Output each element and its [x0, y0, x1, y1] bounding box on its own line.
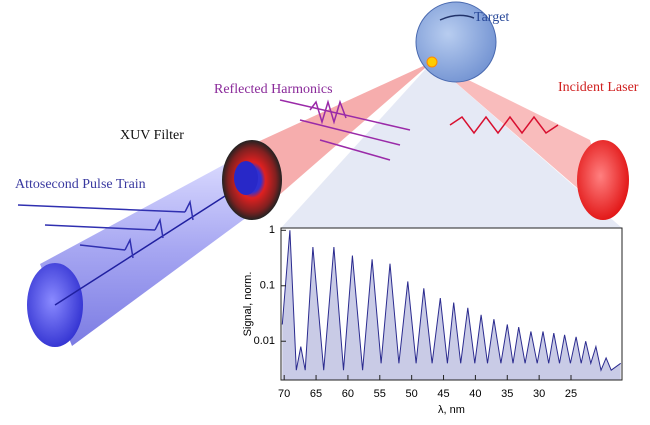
harmonic-waves — [279, 99, 411, 161]
x-tick-label: 35 — [501, 388, 513, 400]
x-tick-label: 40 — [469, 388, 481, 400]
laser-waves — [449, 115, 559, 135]
filter-aperture — [234, 161, 258, 195]
y-tick-label: 0.01 — [254, 335, 275, 347]
x-tick-label: 30 — [533, 388, 545, 400]
x-axis-label: λ, nm — [438, 404, 465, 416]
spectrum-line — [281, 230, 621, 372]
y-tick-label: 0.1 — [260, 280, 275, 292]
pulse-train-label: Attosecond Pulse Train — [15, 177, 146, 192]
x-tick-label: 50 — [406, 388, 418, 400]
reflected-label: Reflected Harmonics — [214, 82, 333, 97]
light-cone — [281, 62, 622, 228]
incident-beam — [432, 62, 612, 218]
laser-spot — [426, 56, 438, 68]
reflected-beam — [240, 62, 432, 210]
target-label: Target — [474, 10, 509, 25]
incident-beam-end — [577, 140, 629, 220]
x-tick-label: 25 — [565, 388, 577, 400]
rotation-arrow — [439, 14, 475, 21]
pulse-waves — [17, 199, 194, 259]
x-tick-label: 65 — [310, 388, 322, 400]
filter-label: XUV Filter — [120, 128, 184, 143]
y-axis-label: Signal, norm. — [242, 272, 254, 337]
x-tick-label: 45 — [437, 388, 449, 400]
y-tick-label: 1 — [269, 224, 275, 236]
x-tick-label: 60 — [342, 388, 354, 400]
plot-frame — [280, 227, 623, 381]
attosecond-beam — [40, 156, 262, 346]
beam-axis — [54, 179, 251, 306]
incident-label: Incident Laser — [558, 80, 639, 95]
x-tick-label: 55 — [374, 388, 386, 400]
inset-chart: 70 65 60 55 50 45 40 35 30 25 1 0.1 0.01 λ, nm Signal,… — [242, 224, 623, 416]
x-tick-label: 70 — [278, 388, 290, 400]
spectrum-area — [282, 230, 621, 380]
